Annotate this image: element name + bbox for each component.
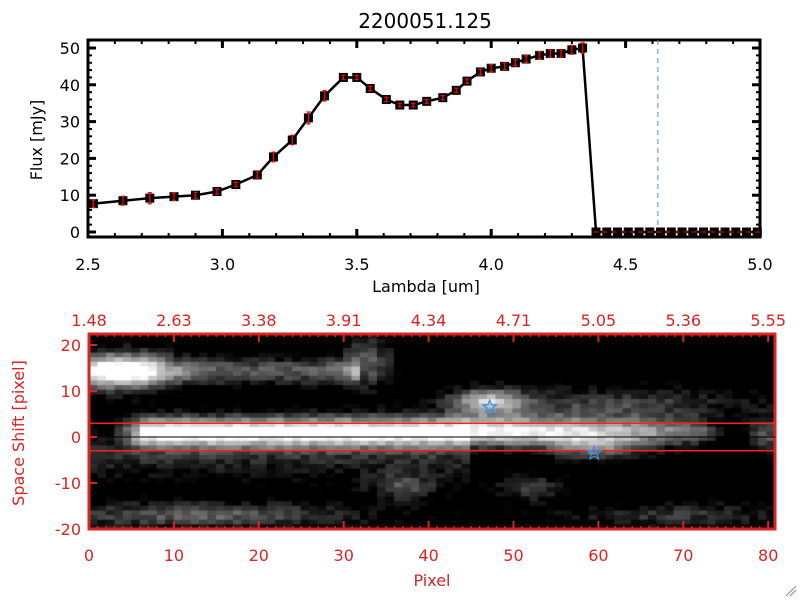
error-bar (513, 59, 518, 67)
x-tick-label: 60 (588, 546, 608, 565)
top-wavelength-tick-label: 2.63 (156, 311, 192, 330)
top-plot-title: 2200051.125 (358, 9, 492, 33)
x-tick-label: 70 (673, 546, 693, 565)
error-bar (569, 44, 574, 55)
error-bar (384, 96, 389, 103)
error-bar (193, 191, 198, 199)
y-tick-label: 0 (70, 223, 80, 242)
error-bar (424, 98, 429, 104)
error-bar (322, 90, 327, 102)
top-x-axis-label: Lambda [um] (372, 277, 480, 296)
x-tick-label: 40 (418, 546, 438, 565)
error-bar (233, 181, 238, 188)
error-bar (354, 74, 359, 81)
x-tick-label: 80 (758, 546, 778, 565)
bottom-plot-frame (87, 332, 777, 531)
top-wavelength-tick-label: 5.05 (581, 311, 617, 330)
error-bar (559, 49, 564, 58)
top-wavelength-tick-label: 4.71 (496, 311, 532, 330)
y-tick-label: 20 (61, 336, 81, 355)
error-bar (290, 134, 295, 146)
error-bar (524, 55, 529, 64)
y-tick-label: 20 (60, 149, 80, 168)
top-wavelength-tick-label: 5.36 (665, 311, 701, 330)
error-bar (548, 49, 553, 58)
data-point-marker (623, 227, 633, 237)
data-point-marker (613, 227, 623, 237)
error-bar (368, 85, 373, 92)
error-bar (147, 191, 152, 205)
error-bar (341, 74, 346, 81)
x-tick-label: 3.0 (210, 255, 235, 274)
y-tick-label: 10 (61, 382, 81, 401)
error-bar (271, 151, 276, 163)
error-bar (411, 102, 416, 108)
star-marker (481, 398, 499, 415)
y-tick-label: -20 (55, 520, 81, 539)
top-wavelength-tick-label: 3.38 (241, 311, 277, 330)
data-point-marker (666, 227, 676, 237)
top-wavelength-tick-label: 3.91 (326, 311, 362, 330)
bottom-x-axis-label: Pixel (413, 571, 450, 590)
y-tick-label: 0 (71, 428, 81, 447)
x-tick-label: 10 (164, 546, 184, 565)
y-tick-label: 10 (60, 186, 80, 205)
x-tick-label: 3.5 (344, 255, 369, 274)
y-tick-label: 40 (60, 76, 80, 95)
error-bar (478, 68, 483, 76)
error-bar (91, 199, 96, 208)
spectrum-2d-image (89, 334, 775, 529)
star-marker (585, 444, 603, 461)
top-wavelength-tick-label: 1.48 (71, 311, 107, 330)
error-bar (489, 63, 494, 73)
top-wavelength-tick-label: 4.34 (411, 311, 447, 330)
x-tick-label: 2.5 (75, 255, 100, 274)
top-wavelength-tick-label: 5.55 (750, 311, 786, 330)
x-tick-label: 5.0 (747, 255, 772, 274)
y-tick-label: 30 (60, 113, 80, 132)
data-point-marker (720, 227, 730, 237)
x-tick-label: 4.0 (478, 255, 503, 274)
error-bar (120, 195, 125, 206)
x-tick-label: 50 (503, 546, 523, 565)
error-bar (172, 192, 177, 202)
resize-grip-icon[interactable] (785, 585, 797, 597)
x-tick-label: 4.5 (613, 255, 638, 274)
top-plot-frame (86, 38, 762, 239)
bottom-y-axis-label: Space Shift [pixel] (9, 360, 28, 506)
error-bar (306, 111, 311, 125)
x-tick-label: 20 (249, 546, 269, 565)
error-bar (454, 87, 459, 94)
error-bar (465, 78, 470, 84)
error-bar (537, 51, 542, 60)
x-tick-label: 0 (84, 546, 94, 565)
data-point-marker (731, 227, 741, 237)
error-bar (440, 94, 445, 101)
error-bar (255, 171, 260, 179)
error-bar (215, 188, 220, 195)
y-tick-label: -10 (55, 474, 81, 493)
y-tick-label: 50 (60, 39, 80, 58)
error-bar (580, 42, 585, 54)
error-bar (397, 102, 402, 108)
top-y-axis-label: Flux [mJy] (27, 100, 46, 181)
data-point-marker (677, 227, 687, 237)
x-tick-label: 30 (334, 546, 354, 565)
error-bar (502, 62, 507, 71)
